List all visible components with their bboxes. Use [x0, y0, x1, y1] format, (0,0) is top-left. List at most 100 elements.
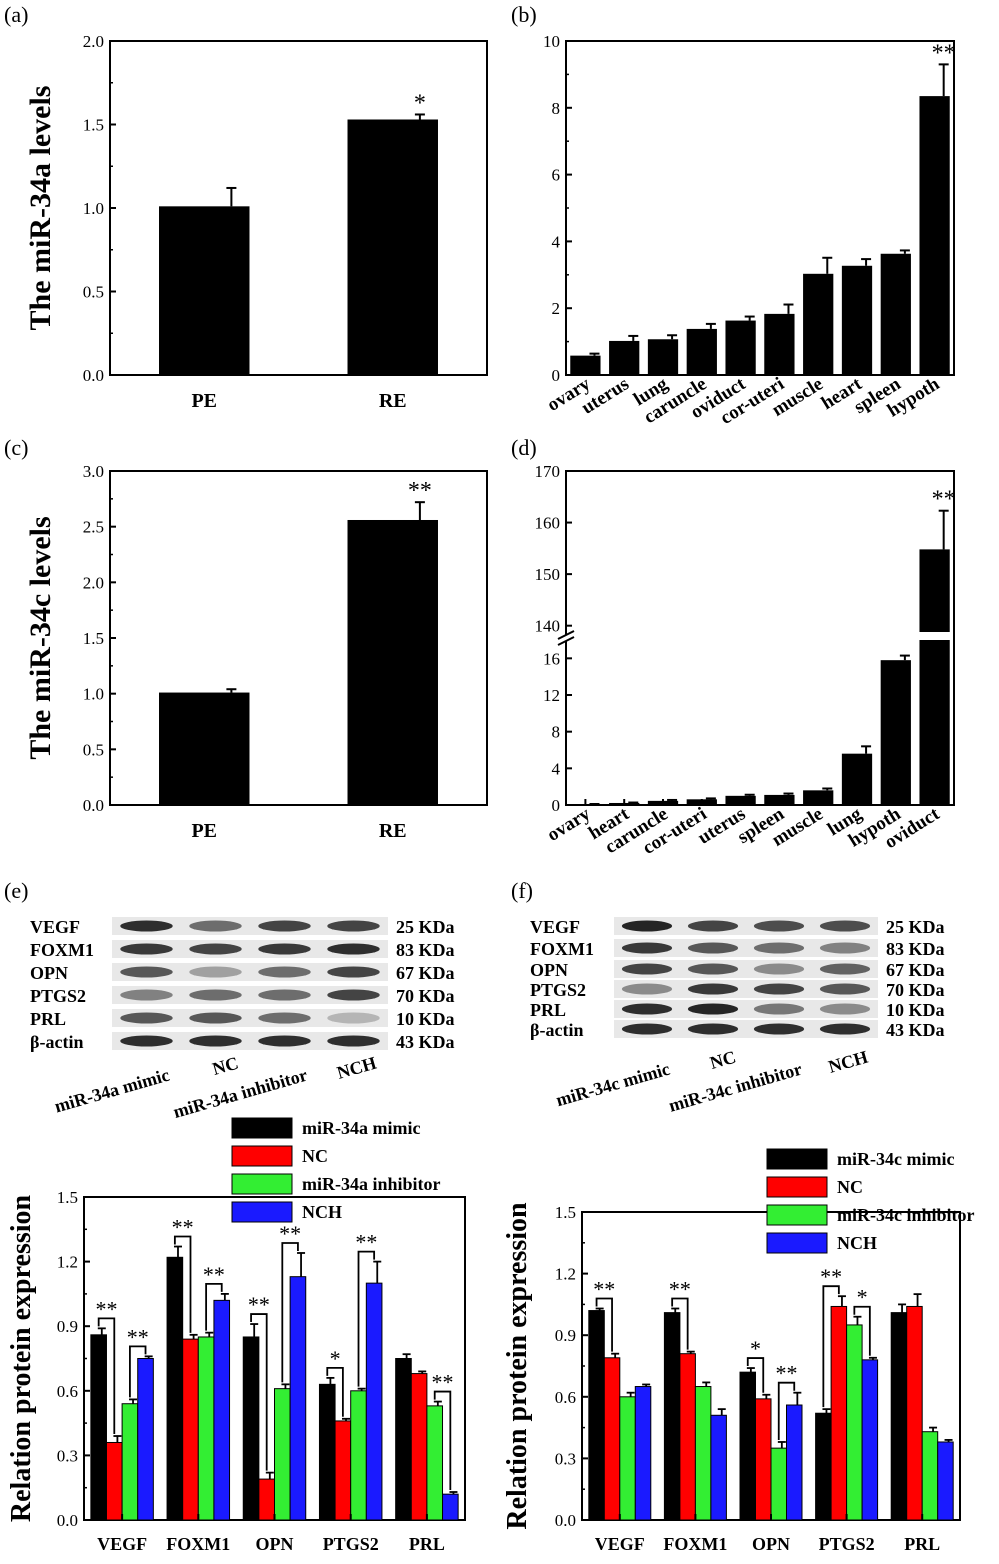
legend-label: NCH: [837, 1233, 877, 1253]
blot-band: [753, 1003, 805, 1015]
blot-band: [819, 920, 871, 932]
significance-marker: **: [932, 40, 956, 66]
x-tick-label: PTGS2: [323, 1534, 379, 1554]
blot-band: [120, 1012, 173, 1024]
blot-size-label: 25 KDa: [396, 917, 455, 937]
panel-label-b: (b): [511, 2, 537, 27]
blot-strip: [112, 940, 388, 958]
blot-band: [687, 983, 739, 995]
legend-label: miR-34c inhibitor: [837, 1205, 975, 1225]
blot-band: [258, 966, 311, 978]
significance-marker: *: [750, 1336, 761, 1361]
bar-PTGS2-NCH: [365, 1282, 383, 1521]
y-tick-label: 0: [552, 366, 561, 385]
x-tick-label: OPN: [256, 1534, 294, 1554]
y-tick-label: 3.0: [83, 462, 104, 481]
blot-protein-label: OPN: [530, 960, 568, 980]
y-axis-label: Relation protein expression: [6, 1194, 37, 1522]
bar-FOXM1-NCH: [710, 1414, 727, 1521]
bar-OPN-miR-34a inhibitor: [274, 1388, 291, 1521]
panel-label-d: (d): [511, 435, 537, 460]
y-tick-label: 2.0: [83, 32, 104, 51]
y-tick-label: 1.5: [83, 629, 104, 648]
bar-RE: [347, 519, 438, 805]
bar-hypoth: [919, 96, 950, 376]
bar-PRL-miR-34a mimic: [395, 1358, 412, 1521]
blot-lane-label: NC: [708, 1047, 739, 1073]
bar-VEGF-NC: [105, 1441, 123, 1521]
blot-protein-label: OPN: [30, 963, 68, 983]
bar-OPN-NCH: [785, 1404, 803, 1521]
legend-swatch: [766, 1148, 828, 1170]
panel-label-c: (c): [4, 435, 28, 460]
x-tick-label: PE: [191, 390, 217, 412]
significance-bracket: [822, 1285, 840, 1408]
blot-band: [189, 920, 242, 932]
legend-label: miR-34a inhibitor: [302, 1174, 441, 1194]
significance-bracket: [853, 1305, 871, 1356]
blot-band: [621, 920, 673, 932]
bar-OPN-miR-34c mimic: [739, 1371, 757, 1521]
bar-oviduct-upper: [919, 549, 950, 632]
bar-VEGF-miR-34a mimic: [90, 1334, 107, 1521]
y-tick-label: 0.9: [57, 1317, 78, 1336]
y-tick-label: 0.5: [83, 283, 104, 302]
y-tick-label: 1.5: [83, 116, 104, 135]
bar-OPN-miR-34c inhibitor: [770, 1447, 787, 1521]
significance-marker: **: [669, 1277, 691, 1302]
significance-marker: *: [330, 1346, 341, 1371]
bar-oviduct: [725, 320, 756, 375]
y-axis-label: Relation protein expression: [502, 1202, 533, 1530]
bar-spleen: [880, 253, 911, 375]
significance-bracket: [129, 1345, 147, 1398]
legend-label: miR-34c mimic: [837, 1149, 954, 1169]
bar-PRL-miR-34a inhibitor: [426, 1405, 444, 1521]
significance-bracket: [281, 1242, 299, 1383]
panel-c: (c) 0.0 0.5 1.0 1.5 2.0 2.5 3.0 PE ** RE The miR-34…: [4, 435, 488, 842]
blot-lane-label: miR-34c mimic: [554, 1059, 672, 1111]
panel-b: (b)0246810ovaryuteruslungcaruncleoviduct…: [511, 2, 956, 429]
significance-marker: **: [279, 1221, 301, 1246]
blot-strip: [112, 986, 388, 1004]
y-tick-label: 4: [552, 232, 561, 251]
blot-band: [753, 942, 805, 954]
significance-marker: **: [95, 1296, 117, 1321]
y-tick-label: 1.0: [83, 685, 104, 704]
blot-band: [819, 963, 871, 975]
y-tick-label: 0.3: [57, 1446, 78, 1465]
bar-PTGS2-miR-34a mimic: [318, 1383, 336, 1521]
blot-protein-label: FOXM1: [30, 940, 94, 960]
y-tick-label: 8: [552, 723, 561, 742]
x-tick-label: VEGF: [97, 1534, 147, 1554]
blot-band: [819, 942, 871, 954]
y-tick-label: 1.2: [57, 1253, 78, 1272]
x-tick-label: PE: [191, 820, 217, 842]
panel-d: (d)1401501601700481216ovaryheartcaruncle…: [511, 435, 956, 859]
blot-band: [819, 1003, 871, 1015]
blot-protein-label: FOXM1: [530, 939, 594, 959]
blot-protein-label: PRL: [30, 1009, 66, 1029]
bar-muscle: [803, 273, 834, 375]
bar-muscle: [803, 790, 834, 805]
blot-size-label: 83 KDa: [396, 940, 455, 960]
bar-VEGF-NCH: [634, 1386, 652, 1521]
y-tick-label: 0.0: [83, 366, 104, 385]
blot-protein-label: PTGS2: [530, 980, 586, 1000]
significance-marker: **: [355, 1230, 377, 1255]
bar-PRL-miR-34c inhibitor: [921, 1431, 939, 1521]
y-tick-label: 12: [543, 686, 560, 705]
panel-e-western-blot: (e)VEGF 25 KDa FOXM1 83 KDa OPN 67 KDa PTGS2 70…: [4, 878, 455, 1122]
bar-OPN-miR-34a mimic: [242, 1336, 260, 1521]
x-tick-label: FOXM1: [166, 1534, 230, 1554]
bar-OPN-NC: [755, 1398, 772, 1521]
significance-marker: **: [820, 1264, 842, 1289]
blot-band: [120, 989, 173, 1001]
blot-band: [120, 920, 173, 932]
blot-band: [753, 983, 805, 995]
significance-bracket: [746, 1357, 765, 1393]
y-tick-label: 0.0: [57, 1511, 78, 1530]
bar-OPN-NCH: [289, 1276, 307, 1521]
blot-strip: [112, 1032, 388, 1050]
